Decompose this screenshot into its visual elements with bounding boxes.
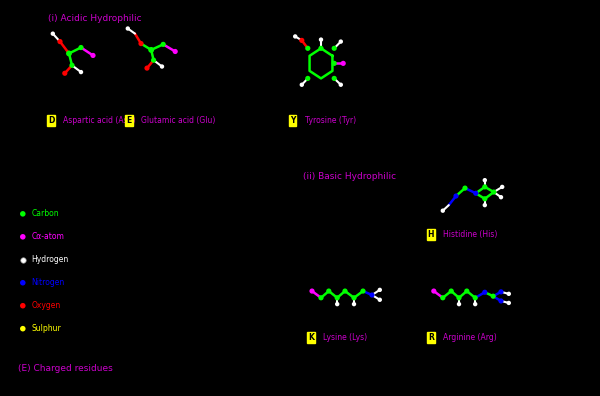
- Point: [142, 65, 152, 71]
- Point: [18, 234, 28, 240]
- Text: (i) Acidic Hydrophilic: (i) Acidic Hydrophilic: [48, 14, 142, 23]
- Point: [349, 301, 359, 307]
- Point: [76, 44, 86, 51]
- Text: E: E: [127, 116, 131, 125]
- Point: [480, 196, 490, 202]
- Point: [375, 287, 385, 293]
- Point: [18, 326, 28, 332]
- Point: [290, 33, 300, 40]
- Point: [136, 40, 146, 47]
- Point: [454, 295, 464, 301]
- Point: [64, 50, 74, 57]
- Point: [297, 82, 307, 88]
- Point: [349, 295, 359, 301]
- Text: Tyrosine (Tyr): Tyrosine (Tyr): [305, 116, 356, 125]
- Point: [338, 60, 348, 67]
- Point: [55, 38, 65, 45]
- Point: [303, 75, 313, 82]
- Point: [297, 37, 307, 44]
- Point: [496, 298, 506, 304]
- Point: [470, 301, 480, 307]
- Text: Sulphur: Sulphur: [31, 324, 61, 333]
- Point: [496, 289, 506, 295]
- Point: [480, 177, 490, 183]
- Point: [462, 288, 472, 294]
- Point: [336, 38, 346, 45]
- Point: [429, 288, 439, 294]
- Text: Carbon: Carbon: [31, 209, 59, 218]
- Text: Arginine (Arg): Arginine (Arg): [443, 333, 497, 342]
- Point: [358, 288, 368, 294]
- Text: R: R: [428, 333, 434, 342]
- Point: [158, 41, 168, 48]
- Point: [332, 301, 342, 307]
- Text: H: H: [428, 230, 434, 239]
- Point: [329, 75, 339, 82]
- Point: [76, 69, 86, 75]
- Text: K: K: [308, 333, 314, 342]
- Point: [488, 293, 498, 299]
- Point: [438, 208, 448, 214]
- Point: [340, 288, 350, 294]
- Point: [438, 295, 448, 301]
- Point: [324, 288, 334, 294]
- Point: [316, 36, 326, 43]
- Point: [497, 184, 507, 190]
- Point: [496, 194, 506, 200]
- Point: [460, 185, 470, 191]
- Text: (E) Charged residues: (E) Charged residues: [18, 364, 113, 373]
- Point: [329, 60, 339, 67]
- Text: Aspartic acid (Asp): Aspartic acid (Asp): [63, 116, 136, 125]
- Point: [316, 45, 326, 51]
- Point: [303, 45, 313, 51]
- Point: [480, 184, 490, 190]
- Point: [307, 288, 317, 294]
- Point: [149, 57, 158, 63]
- Point: [454, 301, 464, 307]
- Point: [329, 45, 339, 51]
- Text: Glutamic acid (Glu): Glutamic acid (Glu): [141, 116, 215, 125]
- Point: [18, 211, 28, 217]
- Point: [504, 300, 514, 306]
- Text: (ii) Basic Hydrophilic: (ii) Basic Hydrophilic: [303, 172, 396, 181]
- Point: [60, 70, 70, 76]
- Point: [18, 257, 28, 263]
- Point: [123, 25, 133, 32]
- Text: Hydrogen: Hydrogen: [31, 255, 68, 264]
- Text: Oxygen: Oxygen: [31, 301, 61, 310]
- Point: [157, 63, 167, 70]
- Point: [146, 47, 156, 53]
- Point: [471, 190, 481, 196]
- Point: [18, 303, 28, 309]
- Point: [88, 52, 98, 59]
- Text: Nitrogen: Nitrogen: [31, 278, 64, 287]
- Text: Lysine (Lys): Lysine (Lys): [323, 333, 367, 342]
- Point: [67, 62, 77, 69]
- Point: [316, 295, 326, 301]
- Text: Histidine (His): Histidine (His): [443, 230, 497, 239]
- Text: Y: Y: [290, 116, 295, 125]
- Point: [332, 295, 342, 301]
- Point: [446, 288, 456, 294]
- Point: [18, 280, 28, 286]
- Point: [451, 193, 461, 199]
- Text: D: D: [48, 116, 54, 125]
- Point: [470, 295, 480, 301]
- Point: [480, 202, 490, 208]
- Point: [504, 291, 514, 297]
- Point: [375, 297, 385, 303]
- Point: [367, 292, 377, 298]
- Point: [170, 48, 180, 55]
- Point: [336, 82, 346, 88]
- Point: [480, 289, 490, 295]
- Text: Cα-atom: Cα-atom: [31, 232, 64, 241]
- Point: [48, 30, 58, 37]
- Point: [489, 189, 499, 195]
